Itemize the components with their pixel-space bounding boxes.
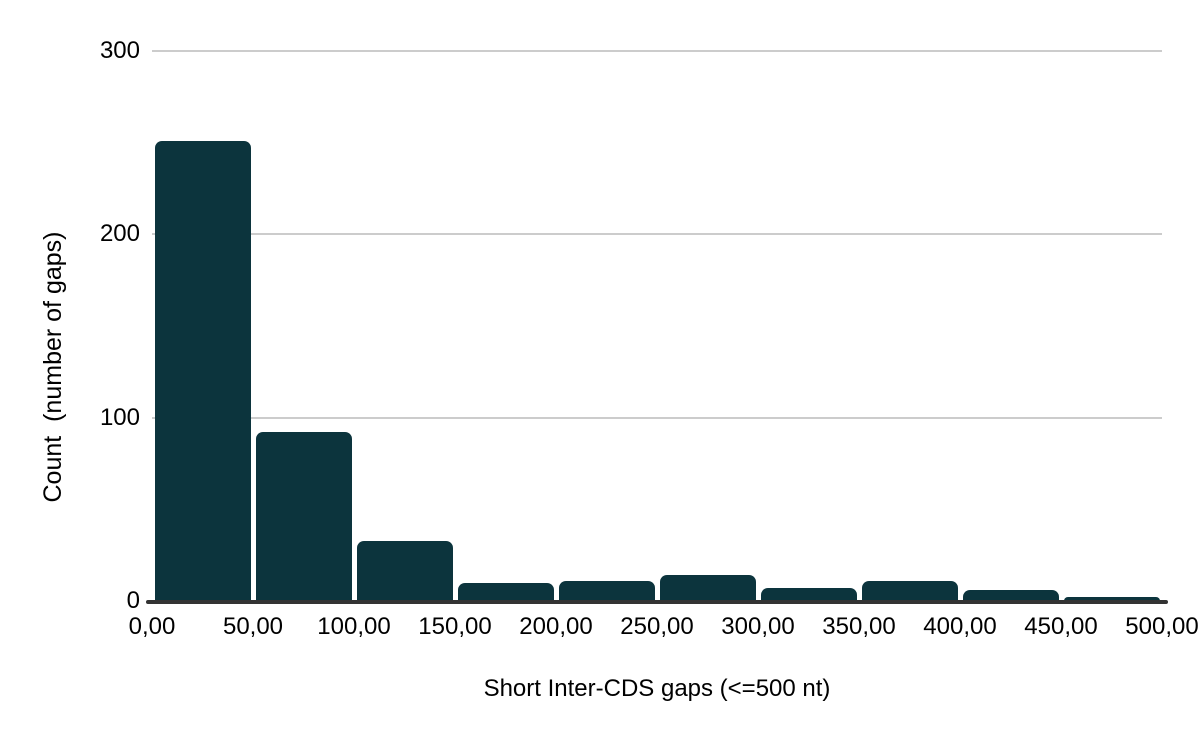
bar-bin-0-50 bbox=[154, 140, 251, 601]
x-axis-title: Short Inter-CDS gaps (<=500 nt) bbox=[483, 675, 831, 702]
y-tick-label-300: 300 bbox=[99, 37, 140, 64]
x-tick-label-0,00: 0,00 bbox=[128, 613, 176, 640]
x-tick-label-200,00: 200,00 bbox=[519, 613, 593, 640]
bar-bin-350-400 bbox=[861, 580, 958, 601]
bar-bin-200-250 bbox=[558, 580, 655, 601]
bar-bin-150-200 bbox=[457, 582, 554, 601]
x-tick-label-150,00: 150,00 bbox=[418, 613, 492, 640]
x-tick-label-500,00: 500,00 bbox=[1125, 613, 1199, 640]
gridline-y-100 bbox=[152, 416, 1162, 419]
plot-area bbox=[146, 50, 1168, 604]
x-tick-label-100,00: 100,00 bbox=[317, 613, 391, 640]
gridline-y-200 bbox=[152, 233, 1162, 236]
x-tick-label-50,00: 50,00 bbox=[222, 613, 284, 640]
x-tick-label-250,00: 250,00 bbox=[620, 613, 694, 640]
y-axis-title: Count (number of gaps) bbox=[39, 231, 67, 503]
x-tick-label-450,00: 450,00 bbox=[1024, 613, 1098, 640]
bar-bin-400-450 bbox=[962, 590, 1059, 601]
y-tick-label-100: 100 bbox=[99, 403, 140, 431]
bar-bin-450-500 bbox=[1063, 597, 1160, 601]
y-tick-label-0: 0 bbox=[126, 587, 140, 614]
bar-bin-250-300 bbox=[659, 575, 756, 601]
bar-bin-300-350 bbox=[760, 588, 857, 601]
x-axis-line bbox=[146, 600, 1168, 604]
gridline-y-300 bbox=[152, 50, 1162, 52]
x-tick-label-400,00: 400,00 bbox=[923, 613, 997, 640]
bar-bin-100-150 bbox=[356, 540, 453, 601]
y-tick-label-200: 200 bbox=[99, 220, 140, 248]
x-tick-label-350,00: 350,00 bbox=[822, 613, 896, 640]
bar-bin-50-100 bbox=[255, 432, 352, 601]
x-tick-label-300,00: 300,00 bbox=[721, 613, 795, 640]
